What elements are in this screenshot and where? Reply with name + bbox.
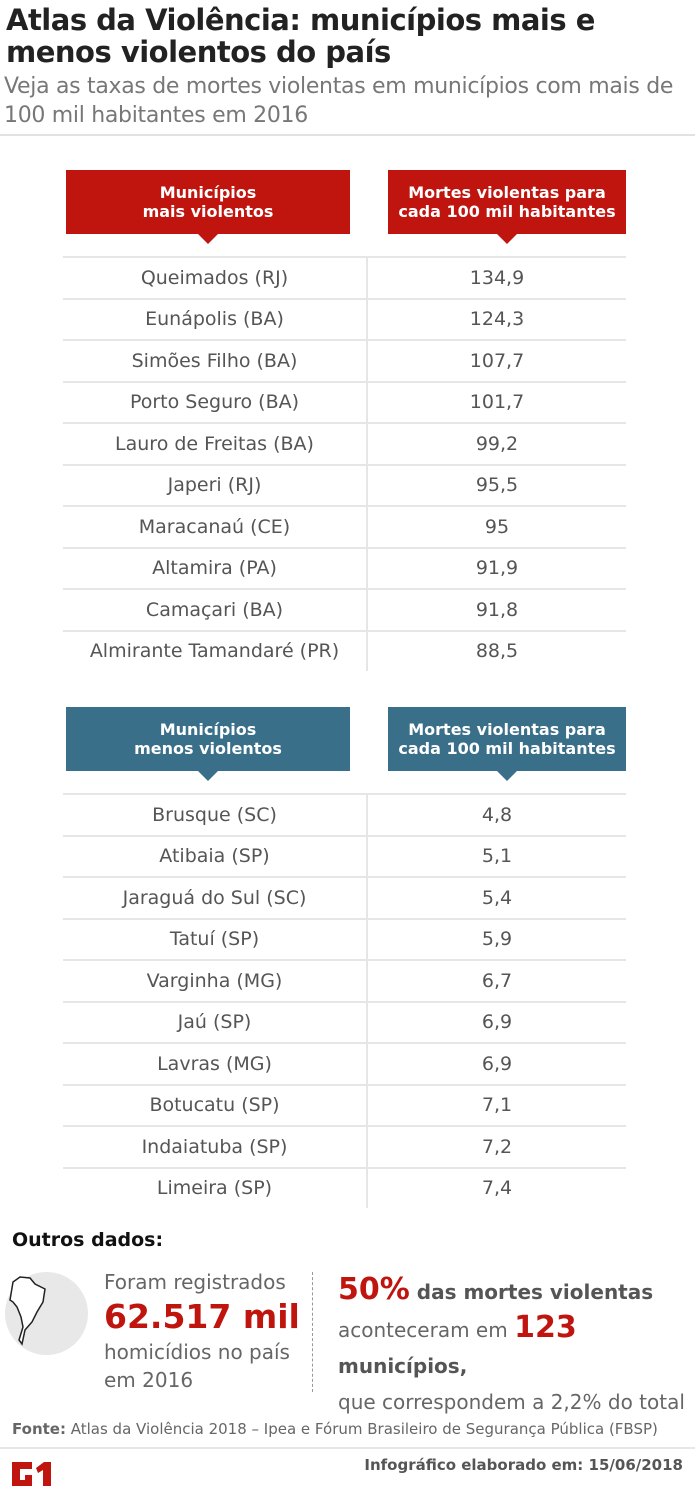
municipality-cell: Almirante Tamandaré (PR) bbox=[63, 631, 368, 671]
dashed-divider bbox=[312, 1272, 313, 1392]
rate-cell: 5,9 bbox=[481, 928, 513, 951]
municipality-cell: Varginha (MG) bbox=[63, 961, 368, 1001]
municipality-cell: Jaú (SP) bbox=[63, 1002, 368, 1042]
stat-text: homicídios no país bbox=[104, 1340, 290, 1364]
stat-text: aconteceram em bbox=[338, 1318, 515, 1342]
table-row: Botucatu (SP) 7,1 bbox=[63, 1083, 626, 1125]
rate-cell: 7,1 bbox=[481, 1094, 513, 1117]
table-row: Porto Seguro (BA) 101,7 bbox=[63, 380, 626, 422]
page-title: Atlas da Violência: municípios mais e me… bbox=[6, 3, 595, 69]
table-row: Japeri (RJ) 95,5 bbox=[63, 463, 626, 505]
concentration-stat: 50% das mortes violentas aconteceram em … bbox=[338, 1272, 695, 1420]
table-row: Queimados (RJ) 134,9 bbox=[63, 256, 626, 298]
homicides-stat: Foram registrados 62.517 mil homicídios … bbox=[104, 1268, 300, 1394]
municipality-cell: Camaçari (BA) bbox=[63, 590, 368, 630]
municipality-cell: Altamira (PA) bbox=[63, 548, 368, 588]
table-row: Tatuí (SP) 5,9 bbox=[63, 917, 626, 959]
municipality-cell: Limeira (SP) bbox=[63, 1168, 368, 1208]
rate-cell: 5,1 bbox=[481, 845, 513, 868]
rate-cell: 88,5 bbox=[475, 640, 519, 663]
source-label: Fonte: bbox=[12, 1420, 66, 1438]
rate-cell: 101,7 bbox=[469, 391, 525, 414]
table-row: Indaiatuba (SP) 7,2 bbox=[63, 1125, 626, 1167]
rate-cell: 7,4 bbox=[481, 1177, 513, 1200]
rate-cell: 6,9 bbox=[481, 1011, 513, 1034]
table-row: Simões Filho (BA) 107,7 bbox=[63, 339, 626, 381]
rate-cell: 7,2 bbox=[481, 1135, 513, 1158]
date-note: Infográfico elaborado em: 15/06/2018 bbox=[364, 1456, 683, 1474]
rate-cell: 91,9 bbox=[475, 557, 519, 580]
table-row: Lavras (MG) 6,9 bbox=[63, 1042, 626, 1084]
table-row: Almirante Tamandaré (PR) 88,5 bbox=[63, 629, 626, 671]
rate-cell: 124,3 bbox=[469, 308, 525, 331]
stat-text: das mortes violentas bbox=[409, 1280, 654, 1304]
rate-cell: 107,7 bbox=[469, 349, 525, 372]
municipality-cell: Japeri (RJ) bbox=[63, 465, 368, 505]
percent-value: 50% bbox=[338, 1272, 410, 1307]
other-data-heading: Outros dados: bbox=[12, 1229, 164, 1251]
rate-cell: 95 bbox=[484, 515, 510, 538]
least-violent-table: Brusque (SC) 4,8 Atibaia (SP) 5,1 Jaraguá do… bbox=[63, 793, 626, 1208]
stat-text: municípios, bbox=[338, 1354, 468, 1378]
page-subtitle: Veja as taxas de mortes violentas em mun… bbox=[4, 74, 674, 128]
table-row: Jaraguá do Sul (SC) 5,4 bbox=[63, 876, 626, 918]
divider bbox=[0, 1447, 695, 1449]
header-rate: Mortes violentas para cada 100 mil habit… bbox=[388, 707, 626, 781]
municipality-cell: Queimados (RJ) bbox=[63, 258, 368, 298]
municipality-cell: Brusque (SC) bbox=[63, 795, 368, 835]
table-row: Varginha (MG) 6,7 bbox=[63, 959, 626, 1001]
homicides-count: 62.517 mil bbox=[104, 1297, 300, 1336]
divider bbox=[0, 134, 695, 136]
municipality-cell: Indaiatuba (SP) bbox=[63, 1127, 368, 1167]
municipality-cell: Tatuí (SP) bbox=[63, 919, 368, 959]
municipality-cell: Simões Filho (BA) bbox=[63, 341, 368, 381]
table-row: Altamira (PA) 91,9 bbox=[63, 546, 626, 588]
rate-cell: 4,8 bbox=[481, 803, 513, 826]
table-row: Eunápolis (BA) 124,3 bbox=[63, 297, 626, 339]
rate-cell: 134,9 bbox=[469, 266, 525, 289]
rate-cell: 5,4 bbox=[481, 886, 513, 909]
municipality-cell: Botucatu (SP) bbox=[63, 1085, 368, 1125]
table-row: Brusque (SC) 4,8 bbox=[63, 793, 626, 835]
table-row: Limeira (SP) 7,4 bbox=[63, 1166, 626, 1208]
municipality-cell: Atibaia (SP) bbox=[63, 836, 368, 876]
brazil-map-icon bbox=[5, 1272, 88, 1355]
table-row: Atibaia (SP) 5,1 bbox=[63, 834, 626, 876]
stat-text: que correspondem a 2,2% do total bbox=[338, 1390, 685, 1414]
g1-logo bbox=[10, 1460, 54, 1492]
source-text: Atlas da Violência 2018 – Ipea e Fórum B… bbox=[65, 1420, 658, 1438]
rate-cell: 95,5 bbox=[475, 474, 519, 497]
rate-cell: 6,9 bbox=[481, 1052, 513, 1075]
stat-text: Foram registrados bbox=[104, 1270, 286, 1294]
municipality-cell: Jaraguá do Sul (SC) bbox=[63, 878, 368, 918]
table-row: Lauro de Freitas (BA) 99,2 bbox=[63, 422, 626, 464]
stat-text: em 2016 bbox=[104, 1368, 194, 1392]
source-note: Fonte: Atlas da Violência 2018 – Ipea e … bbox=[12, 1420, 658, 1438]
header-least-violent: Municípios menos violentos bbox=[66, 707, 350, 781]
municipality-cell: Maracanaú (CE) bbox=[63, 507, 368, 547]
municipality-cell: Porto Seguro (BA) bbox=[63, 382, 368, 422]
municipality-count: 123 bbox=[514, 1310, 577, 1345]
table-row: Maracanaú (CE) 95 bbox=[63, 505, 626, 547]
municipality-cell: Eunápolis (BA) bbox=[63, 299, 368, 339]
most-violent-table: Queimados (RJ) 134,9 Eunápolis (BA) 124,3 Si… bbox=[63, 256, 626, 671]
header-most-violent: Municípios mais violentos bbox=[66, 170, 350, 244]
header-rate: Mortes violentas para cada 100 mil habit… bbox=[388, 170, 626, 244]
municipality-cell: Lauro de Freitas (BA) bbox=[63, 424, 368, 464]
rate-cell: 91,8 bbox=[475, 598, 519, 621]
table-row: Camaçari (BA) 91,8 bbox=[63, 588, 626, 630]
municipality-cell: Lavras (MG) bbox=[63, 1044, 368, 1084]
rate-cell: 99,2 bbox=[475, 432, 519, 455]
table-row: Jaú (SP) 6,9 bbox=[63, 1000, 626, 1042]
rate-cell: 6,7 bbox=[481, 969, 513, 992]
